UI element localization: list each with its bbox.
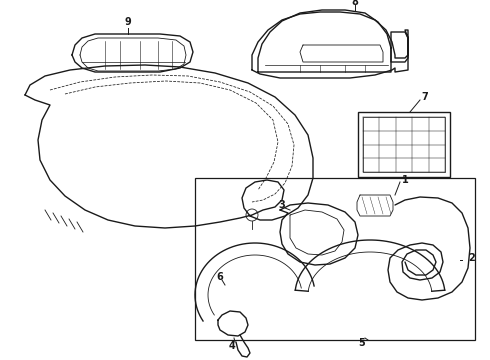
Text: 6: 6 xyxy=(217,272,223,282)
Bar xyxy=(358,112,450,177)
Text: 7: 7 xyxy=(421,92,428,102)
Text: 3: 3 xyxy=(279,200,285,210)
Bar xyxy=(195,178,475,340)
Text: 5: 5 xyxy=(359,338,366,348)
Text: 8: 8 xyxy=(351,0,359,7)
Text: 2: 2 xyxy=(468,253,475,263)
Text: 4: 4 xyxy=(229,341,235,351)
Text: 1: 1 xyxy=(402,175,408,185)
Bar xyxy=(363,117,445,172)
Text: 9: 9 xyxy=(124,17,131,27)
